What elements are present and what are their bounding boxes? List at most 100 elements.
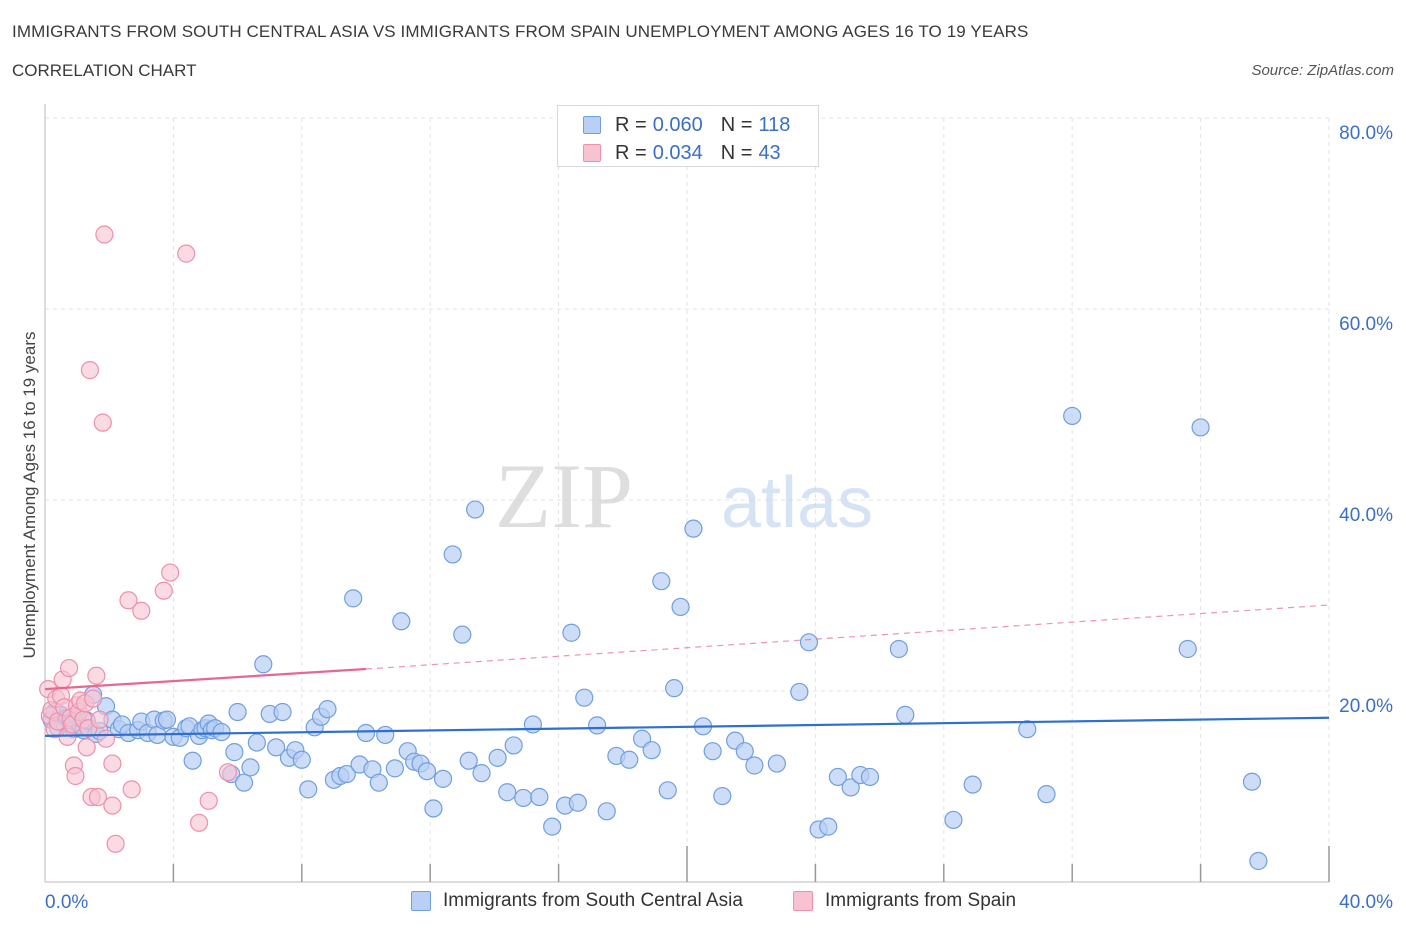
data-point-spain bbox=[96, 729, 116, 748]
trend-line-spain-extension bbox=[365, 604, 1330, 670]
data-point-south-central-asia bbox=[562, 623, 581, 642]
y-tick-label: 40.0% bbox=[1339, 505, 1393, 526]
watermark-zip: ZIP bbox=[495, 445, 633, 547]
legend-row-south-central-asia: R = 0.060 N = 118 bbox=[583, 114, 790, 136]
data-point-south-central-asia bbox=[713, 786, 732, 806]
data-point-south-central-asia bbox=[767, 754, 786, 773]
data-point-south-central-asia bbox=[530, 787, 549, 807]
data-point-south-central-asia bbox=[841, 778, 860, 797]
x-tick-label: 40.0% bbox=[1339, 892, 1393, 913]
n-label: N = bbox=[720, 141, 753, 164]
y-tick-label: 80.0% bbox=[1339, 123, 1393, 144]
data-point-spain bbox=[218, 763, 238, 782]
r-value: 0.034 bbox=[652, 141, 703, 164]
data-point-south-central-asia bbox=[356, 723, 376, 743]
data-point-south-central-asia bbox=[299, 780, 318, 799]
data-point-south-central-asia bbox=[1249, 851, 1268, 871]
data-point-south-central-asia bbox=[1063, 406, 1082, 426]
data-point-south-central-asia bbox=[392, 612, 411, 631]
data-point-south-central-asia bbox=[488, 748, 507, 767]
y-axis-label: Unemployment Among Ages 16 to 19 years bbox=[20, 332, 39, 659]
data-point-south-central-asia bbox=[575, 688, 594, 707]
data-point-south-central-asia bbox=[424, 799, 443, 818]
data-point-south-central-asia bbox=[1037, 785, 1056, 804]
legend-swatch-pink bbox=[793, 891, 813, 911]
trend-line-spain bbox=[44, 667, 367, 691]
data-point-south-central-asia bbox=[504, 736, 523, 755]
data-point-south-central-asia bbox=[344, 589, 363, 608]
data-point-south-central-asia bbox=[1191, 418, 1210, 437]
data-point-spain bbox=[154, 581, 173, 600]
data-point-south-central-asia bbox=[828, 767, 847, 787]
legend-item-spain: Immigrants from Spain bbox=[793, 890, 1016, 912]
data-point-south-central-asia bbox=[588, 716, 607, 735]
data-point-spain bbox=[189, 813, 209, 832]
data-point-spain bbox=[59, 658, 79, 678]
data-point-south-central-asia bbox=[385, 759, 404, 778]
series-spain-points bbox=[39, 225, 238, 853]
data-point-spain bbox=[177, 244, 196, 263]
data-point-south-central-asia bbox=[620, 750, 639, 769]
data-point-south-central-asia bbox=[241, 758, 260, 777]
series-legend: Immigrants from South Central Asia Immig… bbox=[0, 890, 1406, 916]
data-point-south-central-asia bbox=[735, 742, 754, 761]
data-point-south-central-asia bbox=[453, 625, 472, 644]
legend-swatch-blue bbox=[411, 891, 431, 911]
x-tick-labels: 0.0% 40.0% bbox=[45, 892, 1393, 913]
x-tick-label: 0.0% bbox=[45, 892, 88, 913]
data-point-south-central-asia bbox=[228, 702, 247, 722]
data-point-south-central-asia bbox=[417, 762, 437, 781]
data-point-south-central-asia bbox=[860, 767, 880, 787]
axes bbox=[44, 104, 1330, 883]
data-point-spain bbox=[80, 361, 100, 380]
legend-swatch-pink bbox=[583, 144, 601, 162]
data-point-south-central-asia bbox=[642, 741, 661, 760]
data-point-south-central-asia bbox=[443, 545, 462, 564]
data-point-south-central-asia bbox=[225, 743, 244, 762]
data-point-spain bbox=[66, 766, 85, 786]
data-point-south-central-asia bbox=[318, 700, 337, 719]
data-point-south-central-asia bbox=[896, 705, 915, 724]
data-point-spain bbox=[84, 689, 103, 708]
data-point-south-central-asia bbox=[889, 639, 908, 659]
trend-line-south-central-asia bbox=[44, 716, 1330, 737]
data-point-spain bbox=[103, 796, 122, 815]
chart-title: IMMIGRANTS FROM SOUTH CENTRAL ASIA VS IM… bbox=[12, 22, 1029, 41]
data-point-south-central-asia bbox=[523, 715, 543, 734]
data-point-south-central-asia bbox=[745, 756, 764, 775]
data-point-south-central-asia bbox=[273, 702, 292, 722]
data-point-south-central-asia bbox=[665, 679, 684, 698]
data-point-spain bbox=[119, 591, 138, 610]
data-point-south-central-asia bbox=[652, 572, 671, 591]
data-point-south-central-asia bbox=[498, 783, 517, 802]
r-label: R = bbox=[615, 113, 647, 136]
data-point-south-central-asia bbox=[157, 710, 177, 729]
data-point-spain bbox=[122, 780, 141, 799]
watermark-atlas: atlas bbox=[721, 463, 873, 543]
data-point-south-central-asia bbox=[1242, 772, 1262, 791]
data-point-south-central-asia bbox=[543, 817, 562, 836]
data-point-south-central-asia bbox=[254, 655, 273, 674]
data-point-south-central-asia bbox=[819, 817, 838, 836]
legend-row-spain: R = 0.034 N = 43 bbox=[583, 142, 781, 164]
series-south-central-asia-points bbox=[42, 406, 1268, 871]
data-point-south-central-asia bbox=[703, 742, 722, 761]
data-point-south-central-asia bbox=[684, 519, 703, 538]
data-point-south-central-asia bbox=[376, 725, 395, 745]
data-point-south-central-asia bbox=[1178, 639, 1197, 659]
n-value: 43 bbox=[758, 141, 781, 164]
data-point-south-central-asia bbox=[671, 597, 690, 617]
y-tick-label: 20.0% bbox=[1339, 696, 1393, 717]
legend-label: Immigrants from South Central Asia bbox=[443, 890, 743, 911]
data-point-south-central-asia bbox=[568, 793, 587, 812]
trend-lines bbox=[44, 604, 1330, 737]
data-point-south-central-asia bbox=[337, 764, 356, 784]
r-label: R = bbox=[615, 141, 647, 164]
y-tick-labels: 20.0% 40.0% 60.0% 80.0% bbox=[1339, 123, 1393, 717]
source-label: Source: ZipAtlas.com bbox=[1251, 62, 1394, 79]
data-point-south-central-asia bbox=[292, 750, 311, 769]
data-point-spain bbox=[199, 791, 218, 810]
data-point-south-central-asia bbox=[267, 738, 286, 757]
legend-label: Immigrants from Spain bbox=[825, 890, 1017, 911]
